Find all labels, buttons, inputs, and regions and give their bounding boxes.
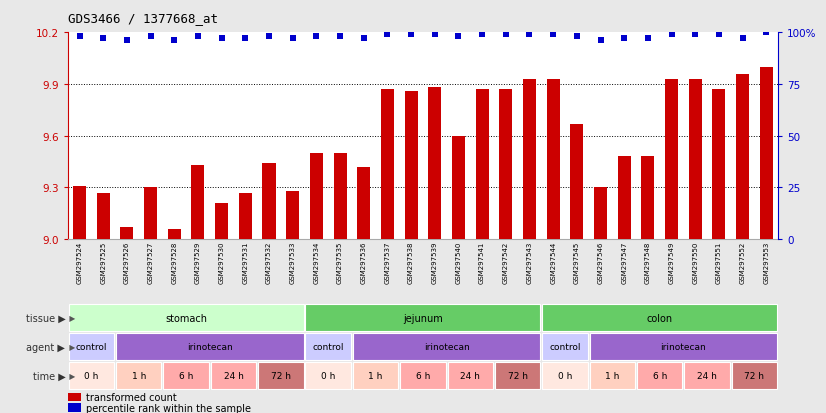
Bar [405,92,418,240]
Bar [542,363,588,389]
Text: 24 h: 24 h [460,371,480,380]
Text: 1 h: 1 h [131,371,146,380]
Text: colon: colon [647,313,672,323]
Bar [192,166,205,240]
Text: GDS3466 / 1377668_at: GDS3466 / 1377668_at [68,12,218,25]
Text: ▶: ▶ [67,313,75,323]
Text: percentile rank within the sample: percentile rank within the sample [86,403,251,413]
Bar [334,154,347,240]
Bar [68,404,80,412]
Bar [164,363,209,389]
Bar [523,79,536,240]
Text: tissue ▶: tissue ▶ [26,313,65,323]
Bar [448,363,493,389]
Text: ▶: ▶ [67,371,75,380]
Text: 72 h: 72 h [271,371,291,380]
Text: 0 h: 0 h [321,371,335,380]
Bar [286,191,299,240]
Bar [116,363,162,389]
Bar [542,305,777,331]
Text: control: control [549,342,581,351]
Bar [637,363,682,389]
Text: time ▶: time ▶ [32,371,65,381]
Bar [215,203,228,240]
Bar [116,334,304,360]
Bar [239,193,252,240]
Text: 72 h: 72 h [508,371,528,380]
Text: agent ▶: agent ▶ [26,342,65,352]
Bar [400,363,446,389]
Bar [594,188,607,240]
Text: 0 h: 0 h [558,371,572,380]
Bar [357,167,370,240]
Bar [353,363,398,389]
Bar [684,363,730,389]
Bar [69,305,304,331]
Text: control: control [76,342,107,351]
Text: ▶: ▶ [67,342,75,351]
Text: 0 h: 0 h [84,371,98,380]
Text: 6 h: 6 h [415,371,430,380]
Bar [69,363,114,389]
Bar [476,90,489,240]
Bar [168,229,181,240]
Bar [547,79,560,240]
Text: control: control [312,342,344,351]
Text: irinotecan: irinotecan [661,342,706,351]
Bar [590,334,777,360]
Bar [68,393,80,401]
Bar [641,157,654,240]
Bar [760,67,773,240]
Bar [570,124,583,240]
Text: irinotecan: irinotecan [424,342,469,351]
Bar [353,334,540,360]
Bar [306,334,351,360]
Bar [542,334,588,360]
Text: 6 h: 6 h [179,371,193,380]
Bar [495,363,540,389]
Bar [428,88,441,240]
Text: jejunum: jejunum [403,313,443,323]
Text: 24 h: 24 h [697,371,717,380]
Bar [310,154,323,240]
Bar [258,363,304,389]
Text: 1 h: 1 h [605,371,620,380]
Text: 1 h: 1 h [368,371,382,380]
Text: stomach: stomach [165,313,207,323]
Bar [69,334,114,360]
Bar [499,90,512,240]
Bar [144,188,157,240]
Bar [732,363,777,389]
Bar [121,228,134,240]
Bar [590,363,635,389]
Text: irinotecan: irinotecan [187,342,233,351]
Bar [452,136,465,240]
Bar [712,90,725,240]
Bar [73,186,86,240]
Bar [306,363,351,389]
Bar [381,90,394,240]
Text: transformed count: transformed count [86,392,177,402]
Bar [689,79,702,240]
Bar [211,363,256,389]
Bar [665,79,678,240]
Text: 6 h: 6 h [653,371,667,380]
Bar [97,193,110,240]
Bar [618,157,631,240]
Bar [263,164,276,240]
Bar [736,74,749,240]
Bar [306,305,540,331]
Text: 72 h: 72 h [744,371,764,380]
Text: 24 h: 24 h [224,371,244,380]
